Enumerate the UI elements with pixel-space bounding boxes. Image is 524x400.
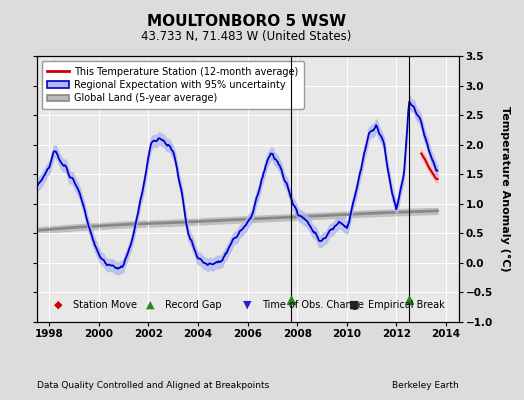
Text: ◆: ◆ [53, 300, 62, 310]
Text: Station Move: Station Move [72, 300, 137, 310]
Text: ▲: ▲ [146, 300, 155, 310]
Text: ■: ■ [349, 300, 359, 310]
Y-axis label: Temperature Anomaly (°C): Temperature Anomaly (°C) [500, 106, 510, 272]
Text: 43.733 N, 71.483 W (United States): 43.733 N, 71.483 W (United States) [141, 30, 352, 43]
Text: Empirical Break: Empirical Break [368, 300, 444, 310]
Text: Time of Obs. Change: Time of Obs. Change [263, 300, 364, 310]
Legend: This Temperature Station (12-month average), Regional Expectation with 95% uncer: This Temperature Station (12-month avera… [41, 61, 304, 109]
Text: Berkeley Earth: Berkeley Earth [392, 381, 458, 390]
Text: MOULTONBORO 5 WSW: MOULTONBORO 5 WSW [147, 14, 346, 30]
Text: ▼: ▼ [243, 300, 252, 310]
Text: Record Gap: Record Gap [166, 300, 222, 310]
Text: Data Quality Controlled and Aligned at Breakpoints: Data Quality Controlled and Aligned at B… [37, 381, 269, 390]
